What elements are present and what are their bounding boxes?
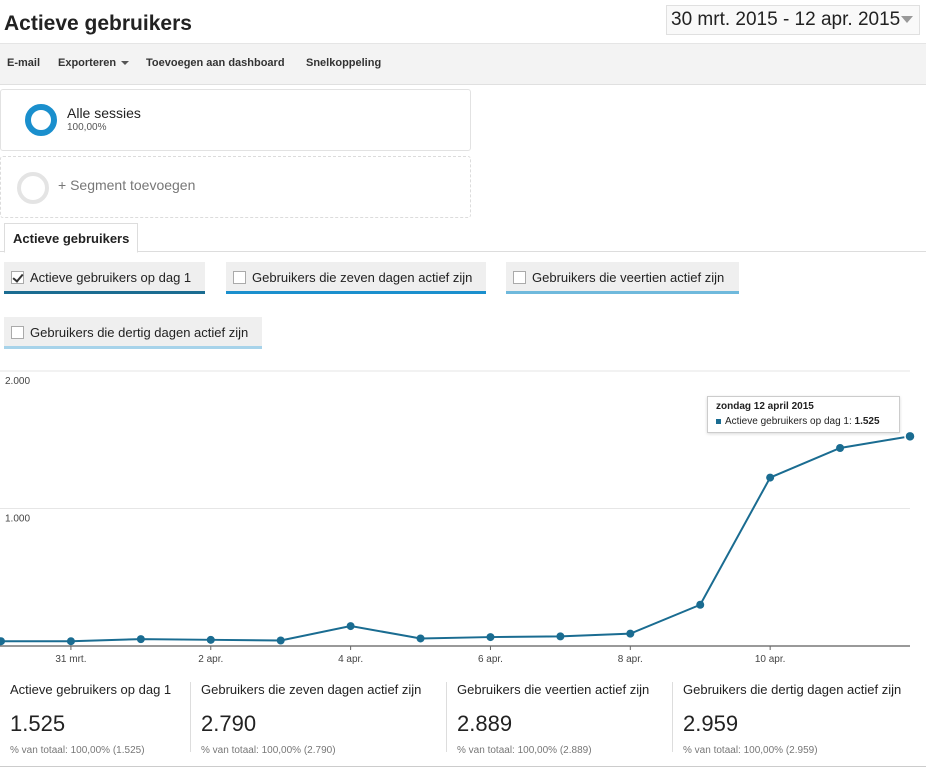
data-point [136,635,145,644]
scorecard-value: 2.889 [457,711,513,736]
checkbox-icon[interactable] [11,326,24,339]
segment-name: Alle sessies [67,105,141,121]
scorecard-7days: Gebruikers die zeven dagen actief zijn 2… [201,672,441,757]
scorecard-label: Actieve gebruikers op dag 1 [10,682,172,697]
scorecard-subtext: % van totaal: 100,00% (2.790) [201,745,336,756]
series-line [1,435,911,643]
scorecard-divider [446,682,447,752]
scorecard-label: Gebruikers die veertien actief zijn [457,682,650,697]
segment-donut-icon [25,104,57,136]
x-tick-label: 6 apr. [478,654,503,665]
export-label: Exporteren [58,57,117,69]
tooltip-row: Actieve gebruikers op dag 1: 1.525 [716,416,899,427]
date-range-picker[interactable]: 30 mrt. 2015 - 12 apr. 2015 [666,5,920,35]
x-tick-label: 8 apr. [618,654,643,665]
data-point [346,622,355,631]
scorecard-day1: Actieve gebruikers op dag 1 1.525 % van … [10,672,190,757]
segment-percent: 100,00% [67,122,107,133]
dropdown-caret-icon [121,61,130,66]
tab-divider [0,251,926,252]
metric-toggle-14days[interactable]: Gebruikers die veertien actief zijn [506,262,739,294]
date-range-label: 30 mrt. 2015 - 12 apr. 2015 [671,9,901,30]
metric-label: Gebruikers die zeven dagen actief zijn [252,270,473,285]
scorecard-label: Gebruikers die dertig dagen actief zijn [683,682,902,697]
data-point [0,637,5,646]
line-chart-svg: 2.000 1.000 31 mrt. 2 apr. 4 apr. 6 apr. 8 apr… [0,370,916,665]
series-color-swatch [716,418,721,424]
shortcut-button[interactable]: Snelkoppeling [306,57,382,69]
data-point [66,637,75,646]
data-point [486,633,495,642]
scorecard-subtext: % van totaal: 100,00% (2.959) [683,745,818,756]
tab-active-users[interactable]: Actieve gebruikers [4,223,138,253]
scorecard-value: 2.959 [683,711,739,736]
tooltip-series: Actieve gebruikers op dag 1: [725,416,855,427]
metric-toggle-day1[interactable]: Actieve gebruikers op dag 1 [4,262,205,294]
scorecard-subtext: % van totaal: 100,00% (1.525) [10,745,145,756]
tooltip-date: zondag 12 april 2015 [716,401,814,412]
tooltip-value: 1.525 [854,416,880,427]
metric-toggle-7days[interactable]: Gebruikers die zeven dagen actief zijn [226,262,486,294]
data-point [626,629,635,638]
add-segment-button[interactable]: + Segment toevoegen [0,156,471,218]
scorecard-value: 2.790 [201,711,257,736]
data-point [206,635,215,644]
scorecard-14days: Gebruikers die veertien actief zijn 2.88… [457,672,667,757]
chart-tooltip: zondag 12 april 2015 Actieve gebruikers … [707,396,900,433]
empty-segment-icon [17,172,49,204]
checkbox-icon[interactable] [513,271,526,284]
metric-label: Gebruikers die dertig dagen actief zijn [30,325,249,340]
add-to-dashboard-button[interactable]: Toevoegen aan dashboard [146,57,285,69]
data-point [904,430,916,443]
x-tick-label: 10 apr. [755,654,786,665]
x-tick-label: 4 apr. [338,654,363,665]
export-button[interactable]: Exporteren [58,57,130,69]
y-tick-label: 2.000 [5,376,30,387]
metric-toggle-30days[interactable]: Gebruikers die dertig dagen actief zijn [4,317,262,349]
data-point [416,634,425,643]
page-title: Actieve gebruikers [4,12,192,35]
checkbox-icon[interactable] [233,271,246,284]
data-point [276,636,285,645]
x-tick-label: 2 apr. [198,654,223,665]
bottom-divider [0,766,926,767]
data-point [836,444,845,452]
x-tick-label: 31 mrt. [55,654,86,665]
scorecard-divider [672,682,673,752]
add-segment-label: + Segment toevoegen [58,177,196,193]
email-button[interactable]: E-mail [7,57,41,69]
segment-all-sessions[interactable]: Alle sessies 100,00% [0,89,471,151]
checkbox-checked-icon[interactable] [11,271,24,284]
data-point [556,632,565,641]
chevron-down-icon [901,16,913,23]
y-tick-label: 1.000 [5,514,30,525]
data-point [696,600,705,609]
scorecard-divider [190,682,191,752]
scorecard-value: 1.525 [10,711,66,736]
metric-label: Actieve gebruikers op dag 1 [30,270,192,285]
scorecard-30days: Gebruikers die dertig dagen actief zijn … [683,672,919,757]
report-toolbar: E-mail Exporteren Toevoegen aan dashboar… [0,43,926,85]
line-chart: 2.000 1.000 31 mrt. 2 apr. 4 apr. 6 apr. 8 apr… [0,360,926,675]
metric-label: Gebruikers die veertien actief zijn [532,270,725,285]
scorecard-subtext: % van totaal: 100,00% (2.889) [457,745,592,756]
data-point [766,473,775,482]
scorecard-label: Gebruikers die zeven dagen actief zijn [201,682,422,697]
